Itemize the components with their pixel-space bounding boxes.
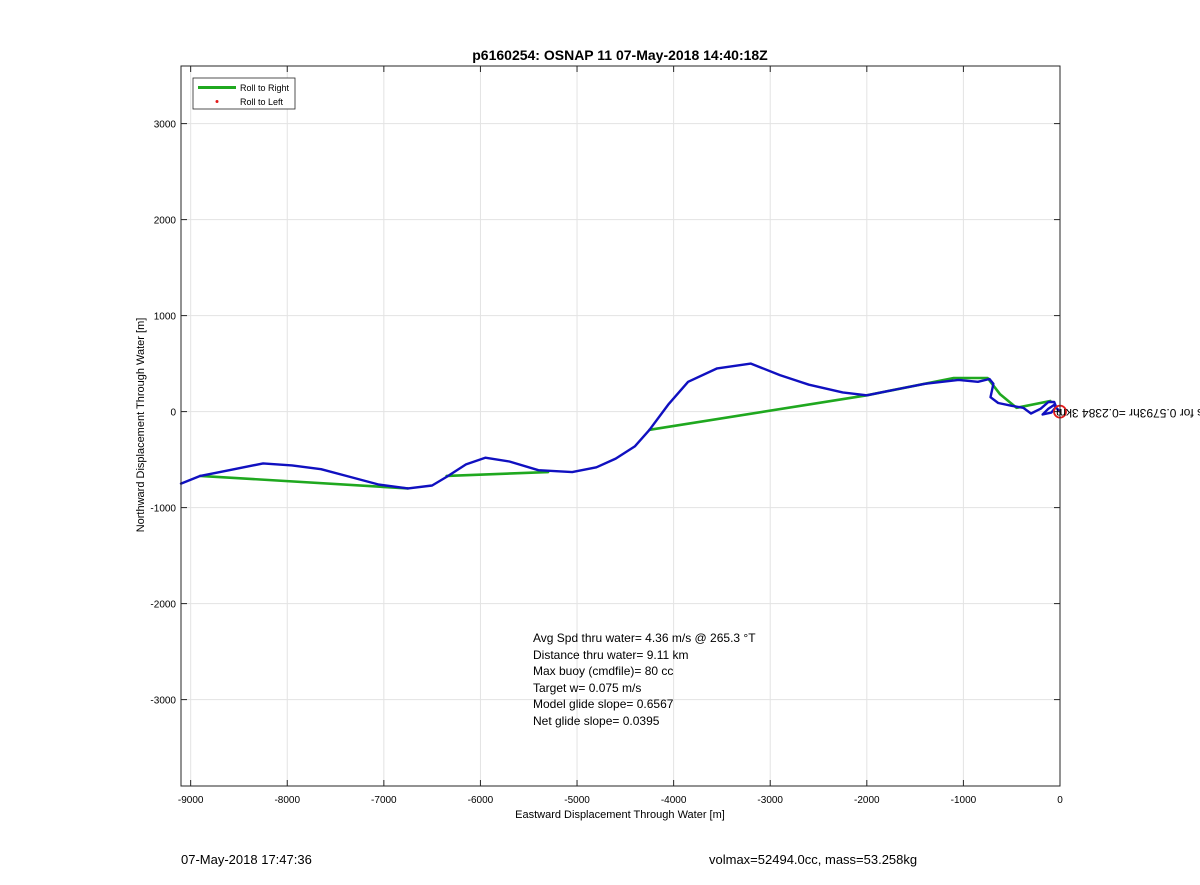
plot-frame bbox=[180, 65, 1061, 787]
x-tick-label: 0 bbox=[1057, 795, 1063, 806]
x-tick-label: -2000 bbox=[854, 795, 880, 806]
legend: Roll to Right Roll to Left bbox=[192, 77, 296, 110]
x-tick-label: -4000 bbox=[661, 795, 687, 806]
y-tick-label: -1000 bbox=[150, 504, 176, 515]
y-axis-label: Northward Displacement Through Water [m] bbox=[135, 318, 147, 533]
legend-roll-left-label: Roll to Left bbox=[240, 97, 284, 107]
stat-net-glide: Net glide slope= 0.0395 bbox=[533, 714, 660, 728]
footer-volmax: volmax=52494.0cc, mass=53.258kg bbox=[709, 852, 918, 867]
plot-background bbox=[181, 66, 1060, 786]
y-tick-label: -3000 bbox=[150, 696, 176, 707]
legend-box bbox=[192, 77, 296, 110]
stat-max-buoy: Max buoy (cmdfile)= 80 cc bbox=[533, 664, 673, 678]
x-tick-label: -6000 bbox=[468, 795, 494, 806]
x-tick-label: -3000 bbox=[757, 795, 783, 806]
x-tick-label: -8000 bbox=[274, 795, 300, 806]
chart-title: p6160254: OSNAP 11 07-May-2018 14:40:18Z bbox=[472, 47, 768, 63]
x-tick-label: -7000 bbox=[371, 795, 397, 806]
stat-model-glide: Model glide slope= 0.6567 bbox=[533, 697, 674, 711]
stat-target-w: Target w= 0.075 m/s bbox=[533, 681, 641, 695]
y-tick-label: -2000 bbox=[150, 600, 176, 611]
y-tick-label: 0 bbox=[170, 408, 176, 419]
tick-layer: -9000 -8000 -7000 -6000 -5000 -4000 -3000 -2000… bbox=[150, 66, 1063, 806]
roll-right-segment bbox=[199, 474, 410, 490]
roll-right-segment bbox=[445, 470, 550, 478]
glider-track-line bbox=[179, 362, 1062, 490]
stat-avg-speed: Avg Spd thru water= 4.36 m/s @ 265.3 °T bbox=[533, 631, 756, 645]
x-tick-label: -1000 bbox=[951, 795, 977, 806]
stat-distance: Distance thru water= 9.11 km bbox=[533, 648, 689, 662]
y-tick-label: 3000 bbox=[154, 120, 177, 131]
x-tick-label: -9000 bbox=[178, 795, 204, 806]
y-tick-label: 2000 bbox=[154, 216, 177, 227]
legend-roll-left-swatch bbox=[215, 100, 219, 103]
y-tick-label: 1000 bbox=[154, 312, 177, 323]
x-tick-label: -5000 bbox=[564, 795, 590, 806]
footer-timestamp: 07-May-2018 17:47:36 bbox=[181, 852, 312, 867]
legend-roll-right-label: Roll to Right bbox=[240, 83, 290, 93]
stats-box: Avg Spd thru water= 4.36 m/s @ 265.3 °T … bbox=[533, 631, 756, 728]
x-axis-label: Eastward Displacement Through Water [m] bbox=[515, 809, 725, 821]
track-annotation: 0.84.104 s for 0.5793hr =0.2384 3km bbox=[1056, 406, 1200, 420]
